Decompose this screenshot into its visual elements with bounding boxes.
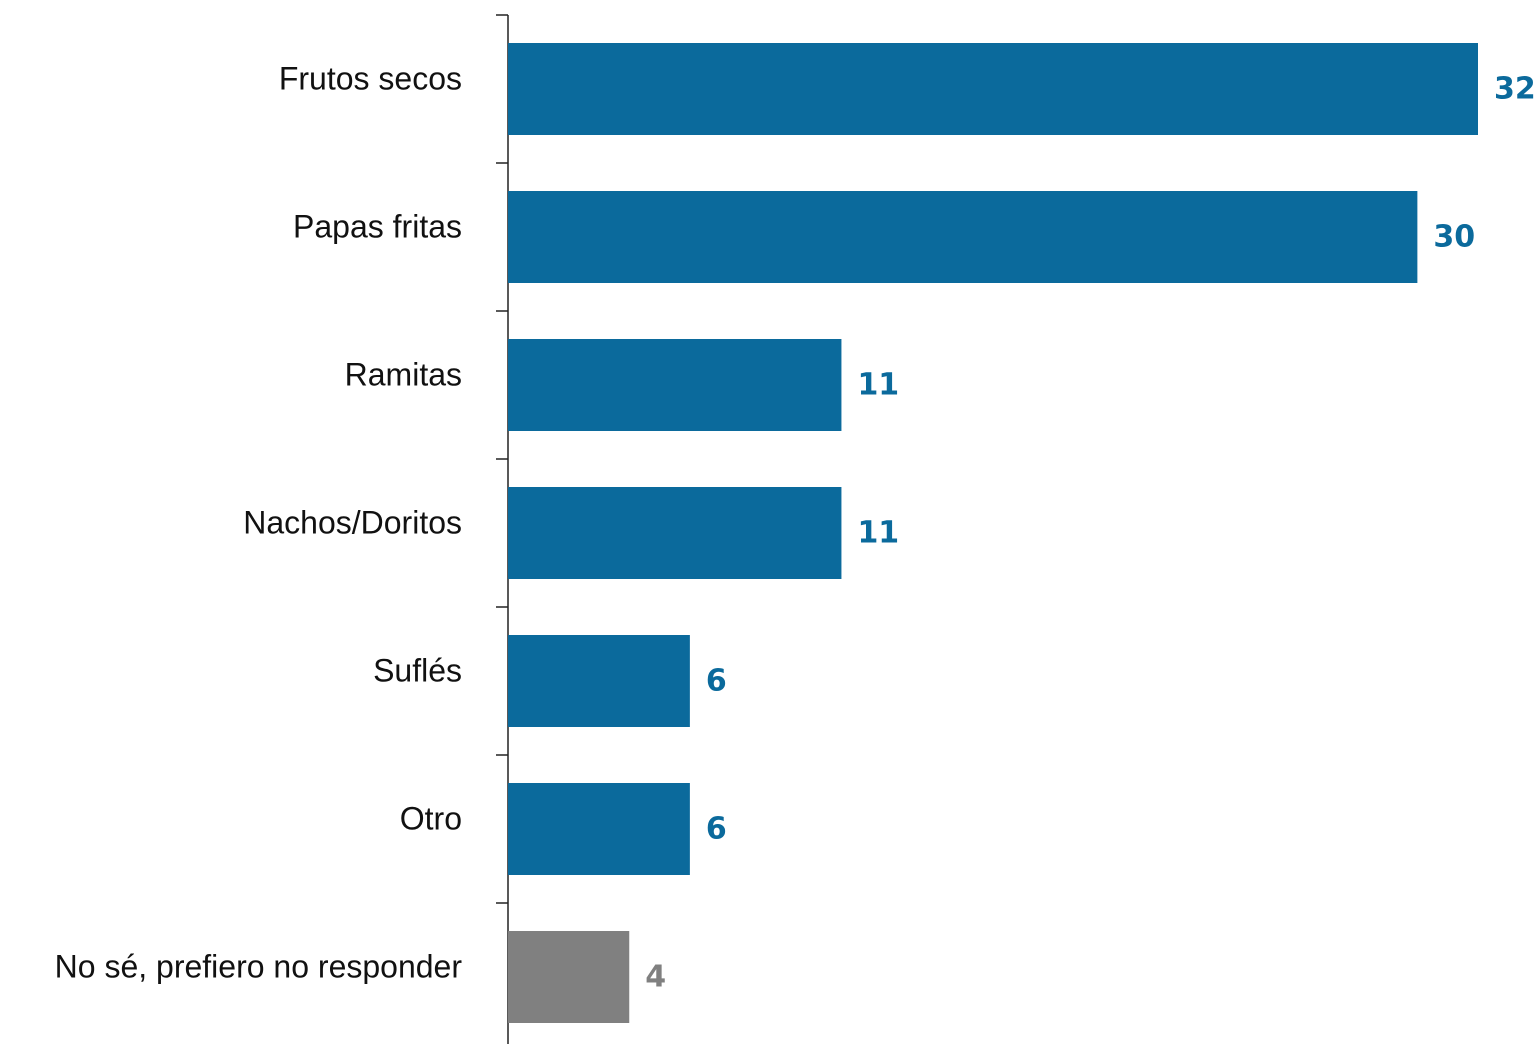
value-label: 11	[857, 516, 899, 551]
bar	[508, 635, 690, 727]
value-label: 4	[645, 960, 666, 995]
value-label: 6	[706, 664, 727, 699]
bar	[508, 931, 630, 1023]
y-axis	[496, 14, 509, 1044]
value-label: 11	[857, 368, 899, 403]
bar	[508, 339, 842, 431]
bars	[508, 43, 1478, 1023]
category-label: Ramitas	[345, 356, 462, 392]
bar	[508, 191, 1418, 283]
value-label: 32	[1494, 72, 1536, 107]
bar	[508, 783, 690, 875]
bar	[508, 43, 1478, 135]
category-labels: Frutos secos Papas fritas Ramitas Nachos/Do…	[55, 60, 463, 984]
category-label: Papas fritas	[293, 208, 462, 244]
category-label: Otro	[400, 800, 462, 836]
category-label: Frutos secos	[279, 60, 462, 96]
value-label: 6	[706, 812, 727, 847]
value-label: 30	[1433, 220, 1475, 255]
bar	[508, 487, 842, 579]
category-label: No sé, prefiero no responder	[55, 948, 463, 984]
value-labels: 32 30 11 11 6 6 4	[645, 72, 1536, 995]
category-label: Nachos/Doritos	[243, 504, 462, 540]
category-label: Suflés	[373, 652, 462, 688]
